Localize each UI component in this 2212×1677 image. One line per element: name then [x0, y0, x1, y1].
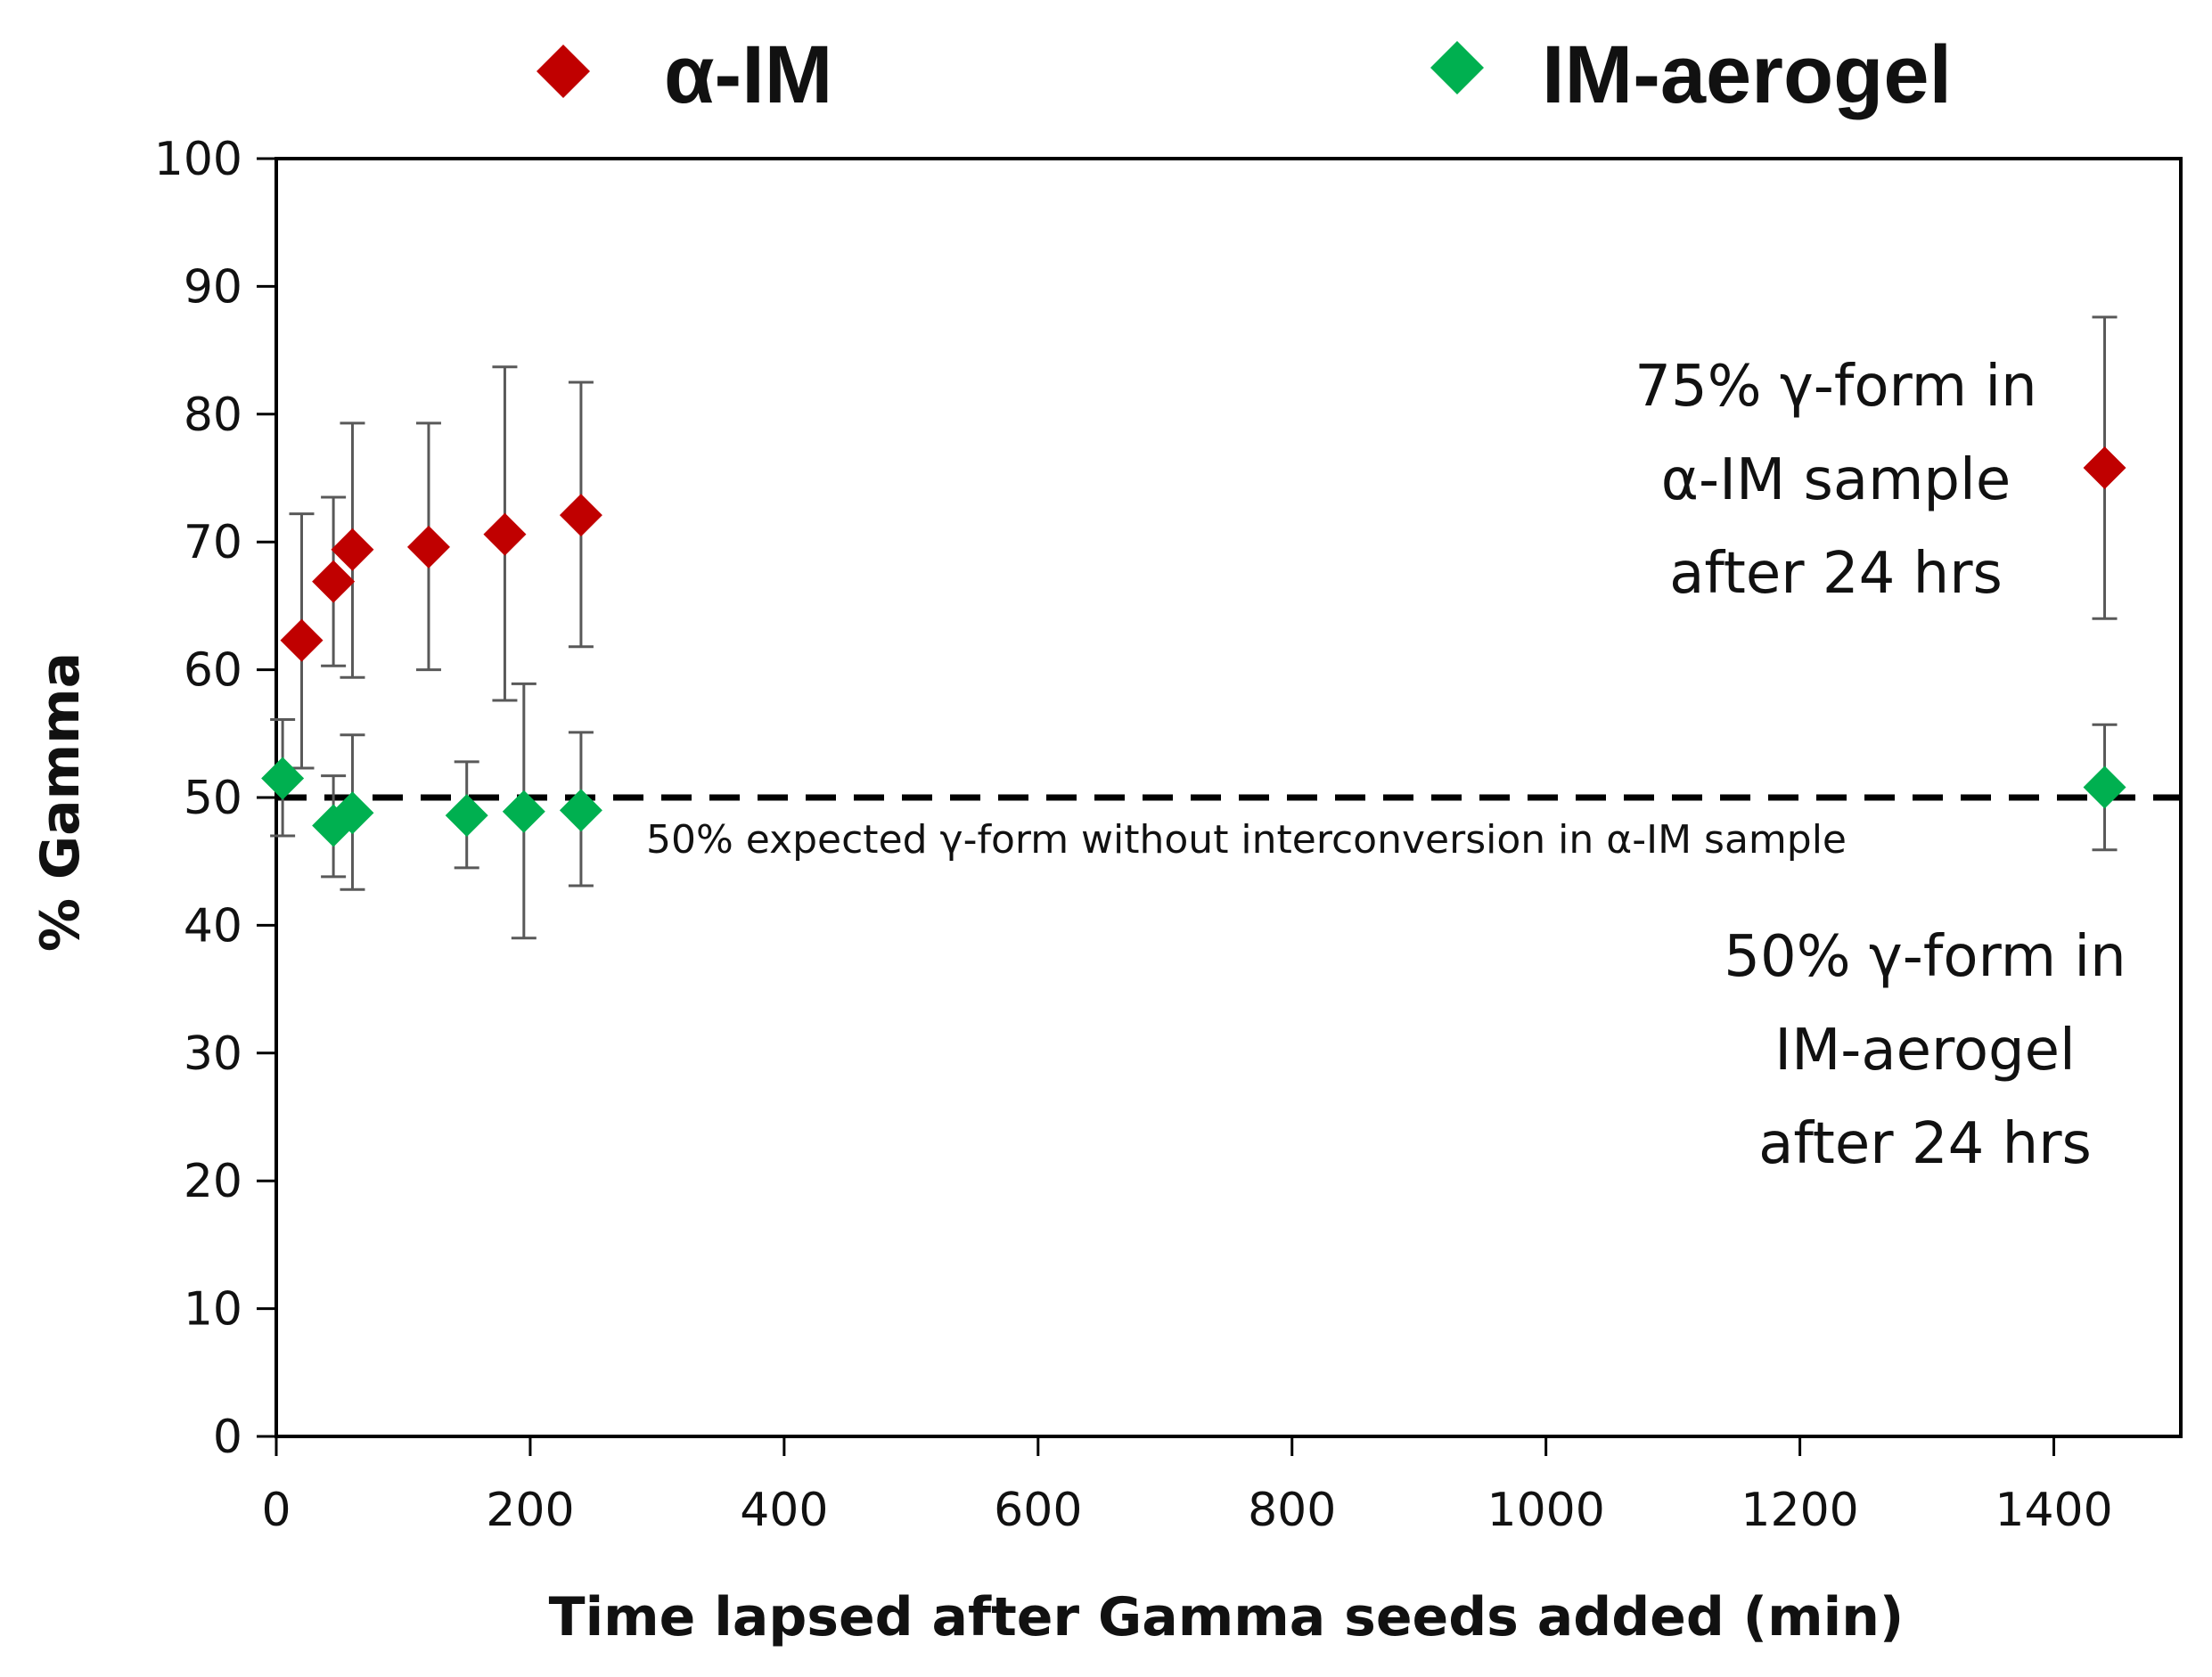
y-tick-label-40: 40: [184, 899, 242, 953]
data-point-s0-p5: [559, 494, 602, 537]
annotation-aerogel-line-1: 50% γ-form in: [1724, 924, 2126, 990]
annotation-im-aerogel: 50% γ-form in IM-aerogel after 24 hrs: [1724, 924, 2126, 1177]
annotation-alpha-line-2: α-IM sample: [1661, 447, 2011, 513]
annotation-aerogel-line-3: after 24 hrs: [1758, 1111, 2092, 1177]
y-tick-label-100: 100: [154, 133, 242, 186]
reference-line-label: 50% expected γ-form without interconvers…: [646, 817, 1847, 863]
legend-marker-alpha-im: [537, 45, 590, 98]
annotation-alpha-line-1: 75% γ-form in: [1634, 354, 2036, 420]
y-tick-label-20: 20: [184, 1155, 242, 1208]
y-tick-label-70: 70: [184, 516, 242, 569]
x-axis-title: Time lapsed after Gamma seeds added (min…: [549, 1586, 1905, 1648]
x-tick-label-200: 200: [486, 1484, 574, 1537]
data-point-s0-p0: [280, 618, 324, 662]
data-point-s0-p6: [2083, 446, 2126, 490]
y-axis-ticks: 0 10 20 30 40 50 60 70 80 90 100: [154, 133, 276, 1464]
x-tick-label-0: 0: [261, 1484, 291, 1537]
y-tick-label-80: 80: [184, 389, 242, 442]
data-point-s1-p3: [445, 794, 488, 838]
data-point-s0-p2: [331, 528, 374, 571]
data-point-s1-p2: [331, 791, 374, 835]
legend-label-alpha-im: α-IM: [664, 29, 832, 120]
x-tick-label-600: 600: [994, 1484, 1082, 1537]
y-tick-label-10: 10: [184, 1283, 242, 1337]
x-tick-label-1200: 1200: [1741, 1484, 1858, 1537]
x-tick-label-400: 400: [740, 1484, 828, 1537]
y-tick-label-60: 60: [184, 644, 242, 698]
legend-marker-im-aerogel: [1430, 41, 1484, 94]
data-point-s1-p4: [502, 789, 545, 833]
y-tick-label-90: 90: [184, 260, 242, 314]
y-tick-label-0: 0: [213, 1411, 242, 1464]
x-tick-label-1000: 1000: [1487, 1484, 1604, 1537]
legend: α-IM IM-aerogel: [537, 29, 1952, 120]
data-point-s1-p0: [261, 757, 305, 800]
data-point-s1-p5: [559, 789, 602, 832]
x-axis-ticks: 0 200 400 600 800 1000 1200 1400: [261, 1436, 2113, 1537]
annotation-alpha-line-3: after 24 hrs: [1669, 541, 2003, 607]
data-point-s1-p6: [2083, 765, 2126, 809]
data-markers: [261, 446, 2126, 847]
annotation-alpha-im: 75% γ-form in α-IM sample after 24 hrs: [1634, 354, 2036, 607]
legend-label-im-aerogel: IM-aerogel: [1542, 29, 1952, 120]
y-tick-label-50: 50: [184, 772, 242, 825]
data-point-s0-p1: [312, 560, 356, 603]
y-axis-title: % Gamma: [29, 652, 92, 952]
x-tick-label-800: 800: [1248, 1484, 1336, 1537]
x-tick-label-1400: 1400: [1995, 1484, 2112, 1537]
data-point-s0-p4: [483, 512, 527, 556]
y-tick-label-30: 30: [184, 1027, 242, 1081]
annotation-aerogel-line-2: IM-aerogel: [1774, 1018, 2076, 1084]
data-point-s0-p3: [406, 525, 450, 569]
